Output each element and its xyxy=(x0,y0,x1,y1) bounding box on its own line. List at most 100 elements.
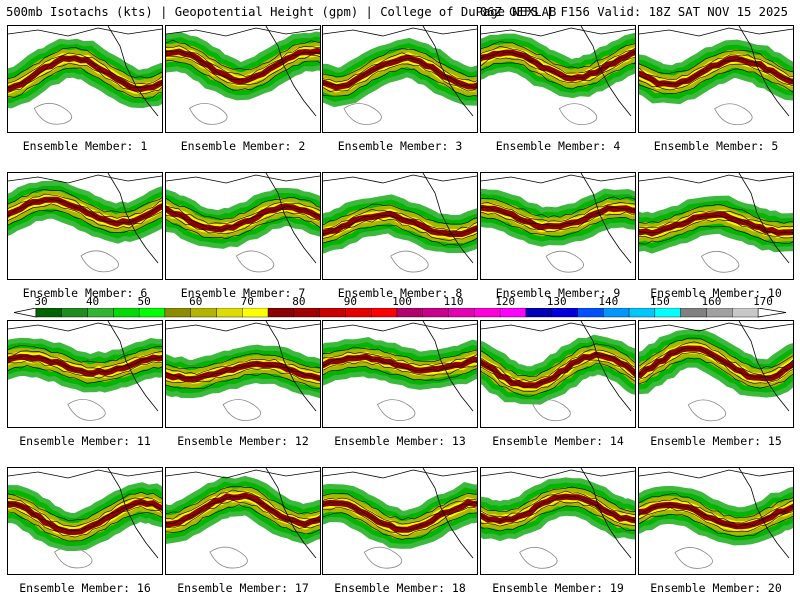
colorbar-tick-label: 70 xyxy=(240,295,254,308)
colorbar-tick-label: 100 xyxy=(392,295,412,308)
grey-contour xyxy=(674,547,713,569)
member-map xyxy=(481,468,635,569)
ensemble-member-label: Ensemble Member: 20 xyxy=(650,581,782,595)
height-contour xyxy=(166,60,320,91)
colorbar-tick-label: 80 xyxy=(292,295,306,308)
colorbar-swatch xyxy=(242,308,269,318)
colorbar-tick-label: 130 xyxy=(546,295,567,308)
member-map xyxy=(481,173,635,273)
height-contour xyxy=(639,347,793,379)
colorbar-swatch xyxy=(164,308,191,318)
ensemble-member-panel xyxy=(7,467,163,575)
height-contour xyxy=(8,52,162,85)
height-contour xyxy=(166,45,320,77)
member-map xyxy=(323,321,477,421)
ensemble-member-label: Ensemble Member: 13 xyxy=(334,434,466,448)
height-contour xyxy=(323,67,477,98)
grey-contour xyxy=(714,103,753,126)
height-contour xyxy=(639,63,793,91)
height-contour xyxy=(323,203,477,226)
member-map xyxy=(639,468,793,569)
ensemble-member-label: Ensemble Member: 5 xyxy=(653,139,779,153)
ensemble-member-panel xyxy=(7,320,163,428)
height-contour xyxy=(639,357,793,389)
ensemble-member-panel xyxy=(480,25,636,133)
height-contour xyxy=(639,341,793,375)
colorbar-tick-label: 170 xyxy=(753,295,773,308)
grey-contour xyxy=(67,399,106,421)
height-contour xyxy=(8,355,162,375)
colorbar-swatch xyxy=(138,308,166,318)
isotach-band xyxy=(8,498,162,535)
height-contour xyxy=(8,502,162,532)
height-contour xyxy=(481,343,635,378)
ensemble-member-panel xyxy=(165,172,321,280)
height-contour xyxy=(8,189,162,214)
header-title: 500mb Isotachs (kts) | Geopotential Heig… xyxy=(6,5,557,19)
height-contour xyxy=(639,214,793,234)
height-contour xyxy=(481,57,635,84)
ensemble-member-panel xyxy=(165,467,321,575)
height-contour xyxy=(323,366,477,381)
ensemble-member-panel xyxy=(7,25,163,133)
height-contour xyxy=(323,507,477,536)
ensemble-member-label: Ensemble Member: 1 xyxy=(22,139,148,153)
ensemble-member-label: Ensemble Member: 8 xyxy=(337,286,463,300)
colorbar-tick-label: 30 xyxy=(34,295,48,308)
height-contour xyxy=(639,513,793,537)
header-run-info: 06Z GEFS | F156 Valid: 18Z SAT NOV 15 20… xyxy=(479,5,788,19)
colorbar-swatch xyxy=(525,308,552,318)
colorbar-left-arrow xyxy=(13,308,37,318)
height-contour xyxy=(481,216,635,238)
coastline xyxy=(166,26,320,117)
grey-contour xyxy=(519,546,558,569)
height-contour xyxy=(639,58,793,85)
height-contour xyxy=(323,214,477,235)
ensemble-member-panel xyxy=(165,320,321,428)
height-contour xyxy=(166,352,320,369)
grey-contour xyxy=(376,399,416,421)
ensemble-member-label: Ensemble Member: 2 xyxy=(180,139,306,153)
height-contour xyxy=(8,67,162,100)
height-contour xyxy=(639,351,793,384)
ensemble-member-label: Ensemble Member: 19 xyxy=(492,581,624,595)
colorbar-swatch xyxy=(628,308,656,318)
ensemble-member-panel xyxy=(7,172,163,280)
ensemble-member-label: Ensemble Member: 11 xyxy=(19,434,151,448)
chart-header: 500mb Isotachs (kts) | Geopotential Heig… xyxy=(6,4,796,20)
height-contour xyxy=(481,500,635,527)
colorbar-swatch xyxy=(35,308,62,318)
colorbar-swatch xyxy=(448,308,475,318)
height-contour xyxy=(323,208,477,232)
colorbar-swatch xyxy=(474,308,501,318)
height-contour xyxy=(8,57,162,89)
height-contour xyxy=(8,203,162,230)
colorbar-swatch xyxy=(396,308,423,318)
colorbar-tick-label: 50 xyxy=(137,295,151,308)
height-contour xyxy=(639,50,793,74)
height-contour xyxy=(166,54,320,85)
colorbar-tick-label: 60 xyxy=(189,295,203,308)
height-contour xyxy=(8,506,162,538)
colorbar-swatch xyxy=(345,308,372,318)
grey-contour xyxy=(235,250,275,273)
height-contour xyxy=(481,486,635,513)
grey-contour xyxy=(54,546,93,569)
grey-contour xyxy=(687,399,727,422)
ensemble-member-label: Ensemble Member: 10 xyxy=(650,286,782,300)
colorbar-swatch xyxy=(603,308,630,318)
height-contour xyxy=(166,359,320,375)
grey-contour xyxy=(390,250,429,273)
grey-contour xyxy=(558,103,598,125)
height-contour xyxy=(481,211,635,233)
height-contour xyxy=(166,39,320,70)
grey-contour xyxy=(189,102,228,125)
ensemble-member-label: Ensemble Member: 16 xyxy=(19,581,151,595)
height-contour xyxy=(481,202,635,222)
height-contour xyxy=(481,41,635,69)
grey-contour xyxy=(363,546,403,569)
member-map xyxy=(166,26,320,125)
height-contour xyxy=(639,68,793,95)
grey-contour xyxy=(343,103,382,125)
grey-contour xyxy=(222,399,262,421)
